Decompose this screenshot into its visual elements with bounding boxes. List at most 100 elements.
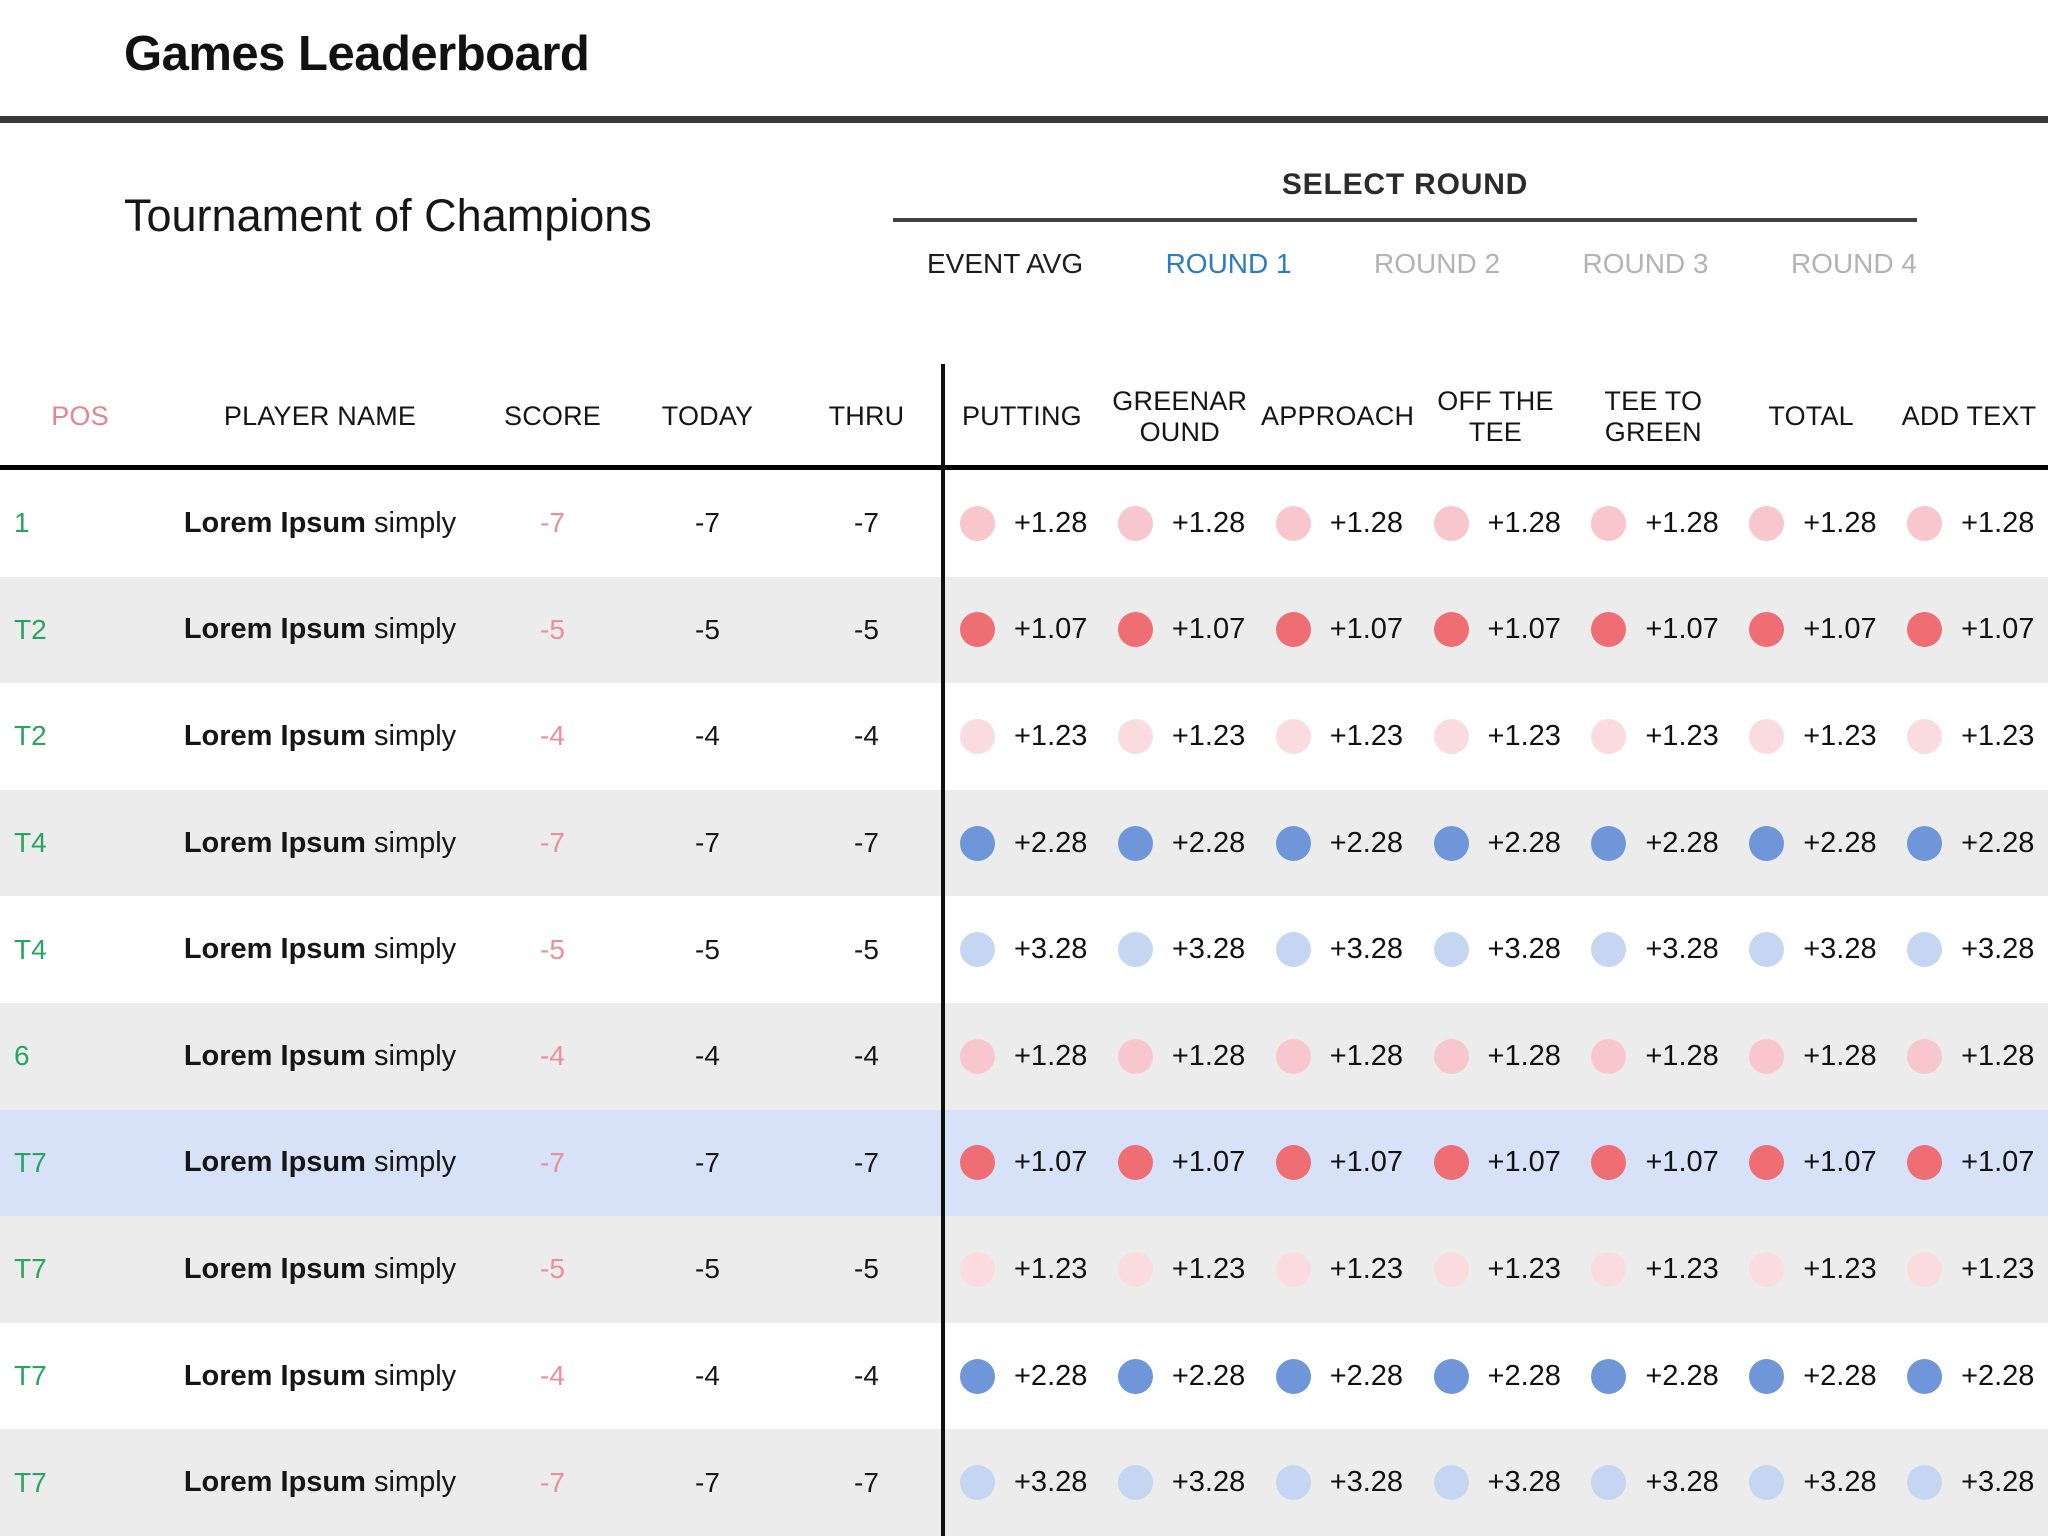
stat-cell-tee-to-green: +1.23 <box>1574 1251 1732 1287</box>
stat-value: +2.28 <box>1014 826 1088 859</box>
today-cell: -4 <box>695 1040 720 1072</box>
column-header-approach: APPROACH <box>1261 401 1415 432</box>
stat-value: +3.28 <box>1645 933 1719 966</box>
stat-value: +2.28 <box>1487 1359 1561 1392</box>
stat-dot <box>1275 825 1311 861</box>
stat-dot <box>1433 1251 1469 1287</box>
round-selector: SELECT ROUND EVENT AVG ROUND 1 ROUND 2 ROUN… <box>893 168 1917 280</box>
table-row[interactable]: T7 Lorem Ipsum simply -7 -7 -7 +3.28 +3.… <box>0 1429 2048 1536</box>
pos-cell: 6 <box>14 1040 30 1072</box>
table-row[interactable]: 6 Lorem Ipsum simply -4 -4 -4 +1.28 +1.2… <box>0 1002 2048 1110</box>
stat-value: +1.07 <box>1014 613 1088 646</box>
stat-cell-off-the-tee: +3.28 <box>1417 932 1575 968</box>
stat-cell-tee-to-green: +1.07 <box>1574 612 1732 648</box>
stat-cell-add-text: +2.28 <box>1890 1358 2048 1394</box>
stat-dot <box>1117 825 1153 861</box>
stat-dot <box>1433 718 1469 754</box>
stat-dot <box>1275 1145 1311 1181</box>
pos-cell: T4 <box>14 827 47 859</box>
table-row[interactable]: T2 Lorem Ipsum simply -4 -4 -4 +1.23 +1.… <box>0 683 2048 790</box>
stat-dot <box>1117 1038 1153 1074</box>
stat-value: +2.28 <box>1171 1359 1246 1392</box>
score-cell: -5 <box>540 1253 565 1285</box>
player-name-bold: Lorem Ipsum <box>183 1252 366 1285</box>
round-tab-round-3[interactable]: ROUND 3 <box>1582 248 1709 279</box>
stat-cell-total: +1.23 <box>1732 1251 1890 1287</box>
stat-value: +1.23 <box>1803 719 1877 752</box>
stat-cell-add-text: +1.23 <box>1890 1251 2048 1287</box>
table-row[interactable]: T7 Lorem Ipsum simply -4 -4 -4 +2.28 +2.… <box>0 1322 2048 1430</box>
stat-dot <box>1749 1465 1785 1501</box>
player-cell: Lorem Ipsum simply <box>160 613 480 646</box>
table-header-row: POS PLAYER NAME SCORE TODAY THRU PUTTING GREEN… <box>0 368 2048 465</box>
player-name-bold: Lorem Ipsum <box>183 933 366 966</box>
stat-dot <box>960 932 995 968</box>
stat-cell-approach: +1.07 <box>1259 1145 1417 1181</box>
stat-cell-putting: +1.23 <box>943 1251 1101 1287</box>
stat-cell-off-the-tee: +1.07 <box>1417 612 1575 648</box>
round-tab-event-avg[interactable]: EVENT AVG <box>927 248 1084 279</box>
thru-cell: -4 <box>854 1360 879 1392</box>
stat-cell-putting: +1.23 <box>943 718 1101 754</box>
column-header-off-the-tee: OFF THE TEE <box>1437 386 1554 447</box>
stat-dot <box>1749 505 1785 541</box>
stat-cell-greenaround: +1.28 <box>1101 1038 1259 1074</box>
player-cell: Lorem Ipsum simply <box>160 507 480 540</box>
stat-value: +3.28 <box>1961 933 2035 966</box>
table-row[interactable]: T4 Lorem Ipsum simply -7 -7 -7 +2.28 +2.… <box>0 789 2048 897</box>
table-row[interactable]: T4 Lorem Ipsum simply -5 -5 -5 +3.28 +3.… <box>0 896 2048 1003</box>
stat-dot <box>1117 1251 1153 1287</box>
stat-dot <box>1433 505 1469 541</box>
stat-cell-total: +1.28 <box>1732 1038 1890 1074</box>
stat-dot <box>1591 1145 1627 1181</box>
leaderboard-table-body: 1 Lorem Ipsum simply -7 -7 -7 +1.28 +1.2… <box>0 470 2048 1536</box>
stat-cell-tee-to-green: +1.23 <box>1574 718 1732 754</box>
stat-value: +1.23 <box>1014 719 1088 752</box>
column-header-greenaround: GREENAR OUND <box>1112 386 1248 447</box>
stat-value: +1.23 <box>1961 1252 2035 1285</box>
table-row[interactable]: T7 Lorem Ipsum simply -5 -5 -5 +1.23 +1.… <box>0 1216 2048 1323</box>
score-cell: -7 <box>540 1146 565 1178</box>
stat-value: +1.07 <box>1171 613 1246 646</box>
stat-cell-total: +1.23 <box>1732 718 1890 754</box>
stat-dot <box>1749 1145 1785 1181</box>
stat-value: +3.28 <box>1803 933 1877 966</box>
thru-cell: -7 <box>854 1146 879 1178</box>
table-row[interactable]: T7 Lorem Ipsum simply -7 -7 -7 +1.07 +1.… <box>0 1109 2048 1217</box>
stat-value: +3.28 <box>1171 933 1246 966</box>
stat-dot <box>1749 1358 1785 1394</box>
stat-value: +1.28 <box>1645 1039 1719 1072</box>
stat-value: +2.28 <box>1803 826 1877 859</box>
stat-cell-greenaround: +2.28 <box>1101 825 1259 861</box>
stat-dot <box>1117 1358 1153 1394</box>
pos-cell: T7 <box>14 1253 47 1285</box>
stat-value: +1.28 <box>1014 1039 1088 1072</box>
stat-dot <box>1907 1038 1943 1074</box>
player-name-rest: simply <box>365 1252 457 1285</box>
page-title: Games Leaderboard <box>124 27 590 81</box>
column-header-player: PLAYER NAME <box>223 401 417 432</box>
stat-value: +1.23 <box>1329 719 1404 752</box>
stat-cell-approach: +3.28 <box>1259 1465 1417 1501</box>
round-tab-round-4[interactable]: ROUND 4 <box>1790 248 1917 279</box>
score-cell: -4 <box>540 720 565 752</box>
stat-dot <box>1591 932 1627 968</box>
stat-cell-putting: +3.28 <box>943 1465 1101 1501</box>
round-tab-round-1[interactable]: ROUND 1 <box>1165 248 1292 279</box>
stat-dot <box>960 718 995 754</box>
stat-value: +3.28 <box>1645 1466 1719 1499</box>
column-header-add-text: ADD TEXT <box>1901 401 2037 432</box>
column-header-putting: PUTTING <box>961 401 1082 432</box>
round-tab-round-2[interactable]: ROUND 2 <box>1374 248 1501 279</box>
stat-cell-off-the-tee: +3.28 <box>1417 1465 1575 1501</box>
table-row[interactable]: T2 Lorem Ipsum simply -5 -5 -5 +1.07 +1.… <box>0 576 2048 684</box>
stat-cell-putting: +1.28 <box>943 1038 1101 1074</box>
stat-dot <box>1907 1358 1943 1394</box>
stat-value: +1.28 <box>1487 1039 1561 1072</box>
stat-dot <box>960 1465 995 1501</box>
table-row[interactable]: 1 Lorem Ipsum simply -7 -7 -7 +1.28 +1.2… <box>0 470 2048 577</box>
score-cell: -7 <box>540 1466 565 1498</box>
stat-dot <box>1433 612 1469 648</box>
stat-cell-total: +3.28 <box>1732 1465 1890 1501</box>
pos-cell: T2 <box>14 720 47 752</box>
